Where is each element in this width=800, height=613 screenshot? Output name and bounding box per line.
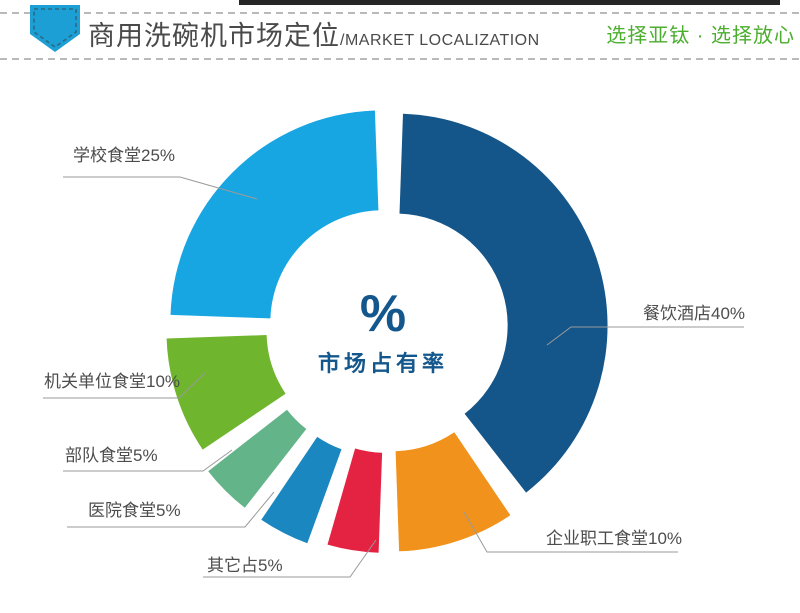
donut-slice-hospital-canteen <box>261 436 342 544</box>
donut-slice-army-canteen <box>208 409 307 508</box>
donut-slices <box>166 110 608 553</box>
center-percent-symbol: % <box>360 285 406 343</box>
header-bottom-dashed-line <box>0 58 800 60</box>
donut-slice-enterprise-canteen <box>395 432 511 552</box>
leader-lines <box>43 176 744 578</box>
slice-label-others: 其它占5% <box>207 556 283 575</box>
leader-line-others <box>203 539 377 578</box>
ribbon-banner-icon <box>30 5 80 52</box>
leader-line-army-canteen <box>63 449 233 472</box>
slice-label-school-canteen: 学校食堂25% <box>73 146 175 165</box>
slice-label-catering-hotels: 餐饮酒店40% <box>643 304 745 323</box>
leader-line-enterprise-canteen <box>463 511 678 553</box>
donut-slice-government-canteen <box>166 335 286 450</box>
slice-labels: 餐饮酒店40% 企业职工食堂10% 其它占5% 医院食堂5% 部队食堂5% 机关单位食堂1… <box>44 146 745 575</box>
center-caption: 市场占有率 <box>318 351 448 376</box>
slice-label-government-canteen: 机关单位食堂10% <box>44 372 180 391</box>
slice-label-army-canteen: 部队食堂5% <box>65 446 158 465</box>
donut-slice-others <box>327 448 383 553</box>
page-title-en: /MARKET LOCALIZATION <box>340 32 540 49</box>
leader-line-government-canteen <box>43 372 206 399</box>
leader-line-catering-hotels <box>546 326 744 346</box>
slice-label-enterprise-canteen: 企业职工食堂10% <box>546 529 682 548</box>
top-dark-bar <box>239 0 780 5</box>
page-title-cn: 商用洗碗机市场定位 <box>88 21 340 51</box>
leader-line-hospital-canteen <box>67 491 275 528</box>
header: 商用洗碗机市场定位/MARKET LOCALIZATION <box>88 14 540 53</box>
leader-line-school-canteen <box>63 176 258 200</box>
donut-slice-school-canteen <box>170 110 379 319</box>
header-tagline: 选择亚钛 · 选择放心 <box>606 25 795 47</box>
slice-label-hospital-canteen: 医院食堂5% <box>88 501 181 520</box>
header-top-dashed-line <box>0 12 800 14</box>
donut-slice-catering-hotels <box>399 113 608 493</box>
